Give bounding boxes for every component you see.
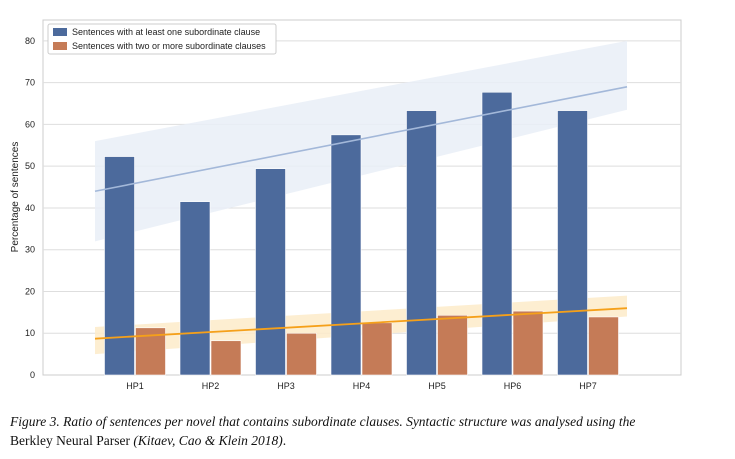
legend-swatch-series-1	[53, 28, 67, 36]
caption-citation: (Kitaev, Cao & Klein 2018)	[133, 433, 283, 448]
y-tick-label: 10	[25, 328, 35, 338]
trend-lines	[94, 86, 628, 340]
trend-line-1	[94, 86, 628, 193]
bar-series-2	[286, 332, 317, 376]
figure-caption: Figure 3. Ratio of sentences per novel t…	[10, 412, 725, 450]
x-tick-label: HP3	[277, 381, 295, 391]
figure-label: Figure 3	[10, 414, 57, 429]
bar-series-2	[210, 340, 242, 376]
bar-series-1	[557, 110, 588, 376]
y-tick-label: 0	[30, 370, 35, 380]
bar-series-1	[255, 168, 286, 376]
y-tick-label: 40	[25, 203, 35, 213]
legend-box	[47, 23, 277, 55]
x-tick-labels: HP1 HP2 HP3 HP4 HP5 HP6 HP7	[126, 381, 597, 391]
y-tick-label: 60	[25, 119, 35, 129]
bar-series-2	[588, 316, 619, 376]
trend-line-2	[94, 307, 628, 340]
x-tick-label: HP5	[428, 381, 446, 391]
y-tick-label: 80	[25, 36, 35, 46]
x-tick-label: HP6	[504, 381, 522, 391]
x-tick-label: HP2	[202, 381, 220, 391]
caption-text: . Ratio of sentences per novel that cont…	[56, 414, 636, 429]
y-tick-label: 30	[25, 245, 35, 255]
x-tick-label: HP4	[353, 381, 371, 391]
x-tick-label: HP1	[126, 381, 144, 391]
legend: Sentences with at least one subordinate …	[47, 23, 277, 55]
bar-series-2	[437, 314, 468, 376]
y-tick-label: 20	[25, 286, 35, 296]
bar-series-1	[104, 156, 135, 376]
bar-series-1	[179, 201, 211, 376]
caption-text-line2: Berkley Neural Parser	[10, 433, 134, 448]
legend-label-series-2: Sentences with two or more subordinate c…	[72, 41, 266, 51]
bar-series-1	[481, 91, 513, 376]
bar-series-1	[406, 110, 437, 376]
x-tick-label: HP7	[579, 381, 597, 391]
bar-series-1	[330, 134, 362, 376]
y-axis-label: Percentage of sentences	[10, 142, 21, 253]
legend-label-series-1: Sentences with at least one subordinate …	[72, 27, 260, 37]
caption-end: .	[282, 433, 287, 448]
bar-series-2	[512, 310, 544, 376]
bars	[104, 91, 619, 376]
y-tick-labels: 0 10 20 30 40 50 60 70 80	[25, 36, 35, 380]
y-tick-label: 50	[25, 161, 35, 171]
legend-swatch-series-2	[53, 42, 67, 50]
y-tick-label: 70	[25, 78, 35, 88]
bar-series-2	[361, 322, 393, 376]
